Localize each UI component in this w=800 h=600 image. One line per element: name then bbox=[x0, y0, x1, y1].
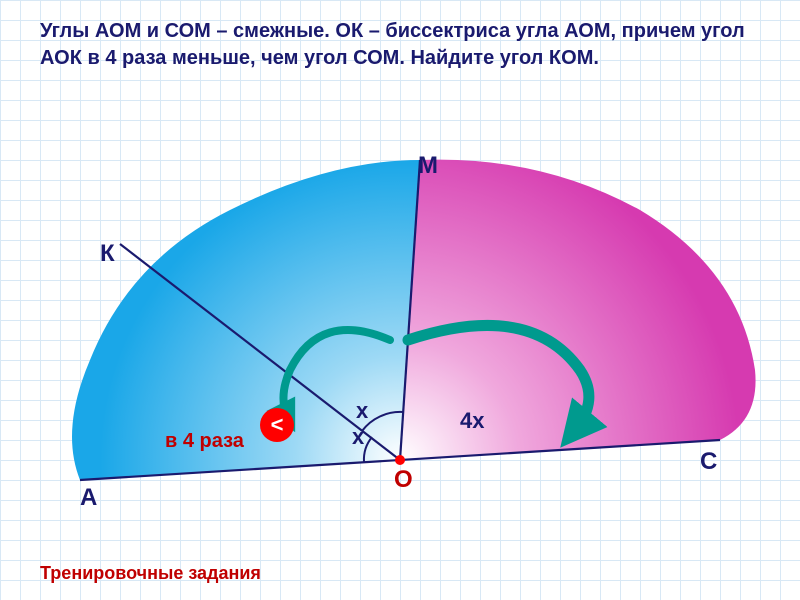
label-o: О bbox=[394, 466, 413, 494]
label-m: М bbox=[418, 152, 438, 180]
label-c: С bbox=[700, 448, 717, 476]
region-aom bbox=[72, 160, 420, 480]
label-a: А bbox=[80, 484, 97, 512]
geometry-diagram bbox=[0, 0, 800, 600]
footer-caption: Тренировочные задания bbox=[40, 563, 261, 584]
label-k: К bbox=[100, 240, 115, 268]
label-x-lower: x bbox=[352, 424, 364, 450]
region-com bbox=[400, 160, 756, 460]
label-4x: 4x bbox=[460, 408, 484, 434]
point-o-dot bbox=[395, 455, 405, 465]
less-than-badge: < bbox=[260, 408, 294, 442]
label-ratio: в 4 раза bbox=[165, 430, 244, 453]
label-x-upper: x bbox=[356, 398, 368, 424]
